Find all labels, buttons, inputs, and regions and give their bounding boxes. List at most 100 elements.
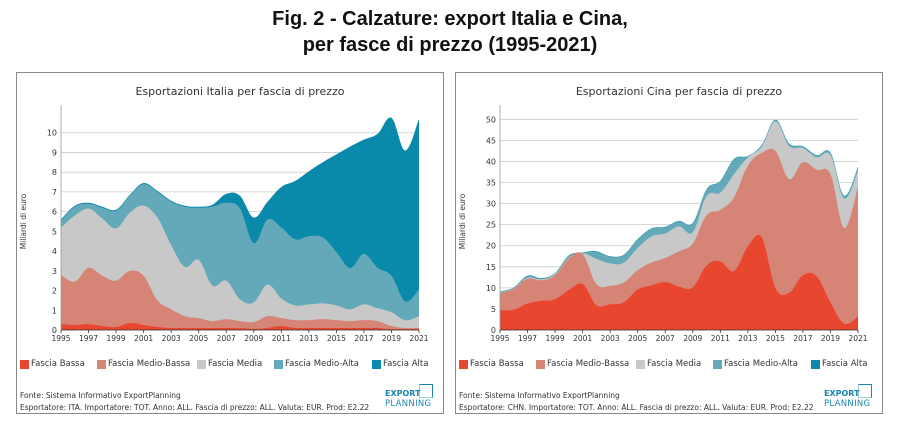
- legend-swatch: [713, 359, 722, 369]
- x-tick-label: 2021: [409, 334, 428, 343]
- x-tick-label: 2019: [821, 334, 840, 343]
- y-tick-label: 20: [486, 242, 496, 251]
- y-tick-label: 7: [52, 188, 57, 197]
- y-tick-label: 15: [486, 263, 496, 272]
- legend-item: Fascia Media: [636, 359, 701, 369]
- chart-italia-svg: Esportazioni Italia per fascia di prezzo…: [19, 85, 429, 343]
- x-tick-label: 2015: [327, 334, 346, 343]
- legend-label: Fascia Medio-Alta: [724, 359, 798, 369]
- x-tick-label: 1999: [546, 334, 565, 343]
- legend-label: Fascia Medio-Alta: [285, 359, 359, 369]
- x-tick-label: 2015: [766, 334, 785, 343]
- x-tick-label: 2005: [189, 334, 208, 343]
- legend-label: Fascia Bassa: [470, 359, 524, 369]
- y-tick-label: 45: [486, 136, 496, 145]
- legend-swatch: [97, 359, 106, 369]
- y-tick-label: 9: [52, 148, 57, 157]
- legend-label: Fascia Medio-Bassa: [547, 359, 630, 369]
- x-tick-label: 2001: [134, 334, 153, 343]
- x-tick-label: 2013: [299, 334, 318, 343]
- y-tick-label: 10: [486, 284, 496, 293]
- filter-note: Esportatore: ITA. Importatore: TOT. Anno…: [20, 403, 370, 412]
- x-tick-label: 2017: [793, 334, 812, 343]
- y-tick-label: 25: [486, 221, 496, 230]
- y-tick-label: 1: [52, 306, 57, 315]
- y-tick-label: 30: [486, 200, 496, 209]
- y-tick-label: 5: [52, 227, 57, 236]
- legend: Fascia Bassa Fascia Medio-Bassa Fascia Med…: [17, 359, 443, 373]
- chart-panel-italia: Esportazioni Italia per fascia di prezzo…: [16, 72, 444, 414]
- y-tick-label: 40: [486, 157, 496, 166]
- x-tick-label: 1997: [79, 334, 98, 343]
- legend-label: Fascia Medio-Bassa: [108, 359, 191, 369]
- x-tick-label: 2003: [601, 334, 620, 343]
- legend-swatch: [372, 359, 381, 369]
- exportplanning-logo: EXPORT PLANNING: [385, 384, 435, 414]
- logo-text-1: EXPORT: [824, 389, 860, 398]
- legend-item: Fascia Bassa: [459, 359, 524, 369]
- y-tick-label: 3: [52, 267, 57, 276]
- exportplanning-logo: EXPORT PLANNING: [824, 384, 874, 414]
- legend-item: Fascia Medio-Bassa: [97, 359, 190, 369]
- y-axis-label: Miliardi di euro: [458, 193, 467, 249]
- y-tick-label: 6: [52, 208, 57, 217]
- legend-label: Fascia Media: [208, 359, 263, 369]
- y-tick-label: 2: [52, 287, 57, 296]
- x-tick-label: 2011: [272, 334, 291, 343]
- source-note: Fonte: Sistema Informativo ExportPlannin…: [20, 391, 181, 400]
- chart-title: Esportazioni Italia per fascia di prezzo: [136, 85, 345, 98]
- legend-item: Fascia Medio-Bassa: [536, 359, 629, 369]
- legend-item: Fascia Medio-Alta: [274, 359, 359, 369]
- legend-item: Fascia Media: [197, 359, 262, 369]
- x-tick-label: 2013: [738, 334, 757, 343]
- x-tick-label: 2011: [711, 334, 730, 343]
- x-tick-label: 2007: [656, 334, 675, 343]
- x-tick-label: 2001: [573, 334, 592, 343]
- chart-panel-cina: Esportazioni Cina per fascia di prezzo Mi…: [455, 72, 883, 414]
- legend: Fascia Bassa Fascia Medio-Bassa Fascia Med…: [456, 359, 882, 373]
- logo-text-1: EXPORT: [385, 389, 421, 398]
- legend-swatch: [636, 359, 645, 369]
- legend-label: Fascia Media: [647, 359, 702, 369]
- filter-note: Esportatore: CHN. Importatore: TOT. Anno…: [459, 403, 814, 412]
- legend-item: Fascia Medio-Alta: [713, 359, 798, 369]
- y-tick-label: 0: [491, 326, 496, 335]
- y-tick-label: 35: [486, 179, 496, 188]
- x-tick-label: 2017: [354, 334, 373, 343]
- area-fascia-bassa: [500, 234, 858, 330]
- legend-label: Fascia Alta: [822, 359, 868, 369]
- chart-title: Esportazioni Cina per fascia di prezzo: [576, 85, 783, 98]
- y-tick-label: 5: [491, 305, 496, 314]
- legend-swatch: [197, 359, 206, 369]
- x-tick-label: 2019: [382, 334, 401, 343]
- area-fascia-bassa: [61, 323, 419, 330]
- legend-swatch: [811, 359, 820, 369]
- x-tick-label: 1995: [51, 334, 70, 343]
- x-tick-label: 1997: [518, 334, 537, 343]
- legend-item: Fascia Bassa: [20, 359, 85, 369]
- y-axis-label: Miliardi di euro: [19, 193, 28, 249]
- legend-label: Fascia Alta: [383, 359, 429, 369]
- y-tick-label: 0: [52, 326, 57, 335]
- x-tick-label: 1995: [490, 334, 509, 343]
- legend-label: Fascia Bassa: [31, 359, 85, 369]
- chart-cina-svg: Esportazioni Cina per fascia di prezzo Mi…: [458, 85, 868, 343]
- area-fascia-medio-bassa: [61, 267, 419, 330]
- y-tick-label: 4: [52, 247, 57, 256]
- y-tick-label: 8: [52, 168, 57, 177]
- source-note: Fonte: Sistema Informativo ExportPlannin…: [459, 391, 620, 400]
- x-tick-label: 1999: [107, 334, 126, 343]
- logo-text-2: PLANNING: [824, 399, 871, 409]
- y-tick-label: 10: [47, 129, 57, 138]
- x-tick-label: 2009: [683, 334, 702, 343]
- figure-title-line2: per fasce di prezzo (1995-2021): [302, 34, 598, 56]
- logo-text-2: PLANNING: [385, 399, 432, 409]
- x-tick-label: 2003: [162, 334, 181, 343]
- x-tick-label: 2009: [244, 334, 263, 343]
- legend-item: Fascia Alta: [811, 359, 867, 369]
- figure-title-line1: Fig. 2 - Calzature: export Italia e Cina…: [272, 8, 628, 30]
- x-tick-label: 2007: [217, 334, 236, 343]
- legend-item: Fascia Alta: [372, 359, 428, 369]
- x-tick-label: 2021: [848, 334, 867, 343]
- legend-swatch: [536, 359, 545, 369]
